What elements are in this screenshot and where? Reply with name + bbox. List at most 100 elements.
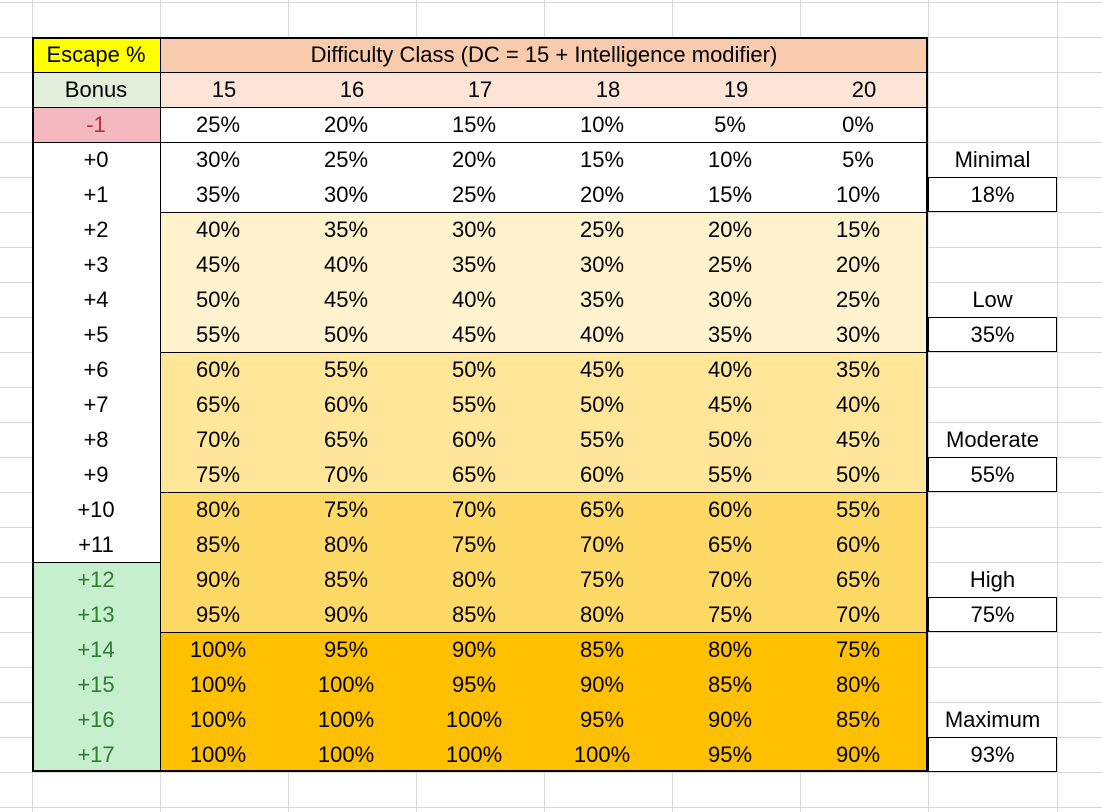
escape-percent-cell[interactable]: 45% [672, 387, 800, 422]
escape-percent-cell[interactable]: 95% [416, 667, 544, 702]
tier-value[interactable]: 75% [928, 597, 1057, 632]
escape-percent-cell[interactable]: 85% [672, 667, 800, 702]
escape-percent-cell[interactable]: 40% [288, 247, 416, 282]
escape-percent-cell[interactable]: 55% [288, 352, 416, 387]
escape-percent-cell[interactable]: 65% [160, 387, 288, 422]
escape-percent-cell[interactable]: 30% [800, 317, 928, 352]
escape-percent-cell[interactable]: 25% [800, 282, 928, 317]
escape-percent-cell[interactable]: 65% [288, 422, 416, 457]
escape-percent-cell[interactable]: 55% [416, 387, 544, 422]
escape-percent-cell[interactable]: 25% [544, 212, 672, 247]
escape-percent-cell[interactable]: 5% [800, 142, 928, 177]
escape-percent-cell[interactable]: 100% [416, 737, 544, 772]
escape-percent-label[interactable]: Escape % [32, 37, 160, 72]
escape-percent-cell[interactable]: 35% [672, 317, 800, 352]
escape-percent-cell[interactable]: 85% [544, 632, 672, 667]
dc-value-header[interactable]: 15 [160, 72, 288, 107]
escape-percent-cell[interactable]: 15% [544, 142, 672, 177]
escape-percent-cell[interactable]: 70% [416, 492, 544, 527]
escape-percent-cell[interactable]: 95% [288, 632, 416, 667]
escape-percent-cell[interactable]: 25% [672, 247, 800, 282]
escape-percent-cell[interactable]: 75% [544, 562, 672, 597]
escape-percent-cell[interactable]: 75% [288, 492, 416, 527]
escape-percent-cell[interactable]: 90% [160, 562, 288, 597]
escape-percent-cell[interactable]: 65% [416, 457, 544, 492]
escape-percent-cell[interactable]: 80% [672, 632, 800, 667]
escape-percent-cell[interactable]: 90% [416, 632, 544, 667]
bonus-cell[interactable]: +14 [32, 632, 160, 667]
escape-percent-cell[interactable]: 35% [416, 247, 544, 282]
escape-percent-cell[interactable]: 20% [672, 212, 800, 247]
escape-percent-cell[interactable]: 30% [160, 142, 288, 177]
escape-percent-cell[interactable]: 35% [288, 212, 416, 247]
escape-percent-cell[interactable]: 95% [160, 597, 288, 632]
escape-percent-cell[interactable]: 100% [160, 702, 288, 737]
bonus-cell[interactable]: +9 [32, 457, 160, 492]
escape-percent-cell[interactable]: 90% [288, 597, 416, 632]
escape-percent-cell[interactable]: 100% [160, 632, 288, 667]
escape-percent-cell[interactable]: 60% [416, 422, 544, 457]
escape-percent-cell[interactable]: 55% [544, 422, 672, 457]
dc-value-header[interactable]: 18 [544, 72, 672, 107]
escape-percent-cell[interactable]: 30% [288, 177, 416, 212]
bonus-cell[interactable]: +1 [32, 177, 160, 212]
escape-percent-cell[interactable]: 50% [416, 352, 544, 387]
escape-percent-cell[interactable]: 80% [416, 562, 544, 597]
escape-percent-cell[interactable]: 40% [672, 352, 800, 387]
escape-percent-cell[interactable]: 25% [288, 142, 416, 177]
escape-percent-cell[interactable]: 70% [672, 562, 800, 597]
tier-label[interactable]: High [969, 566, 1016, 592]
escape-percent-cell[interactable]: 40% [416, 282, 544, 317]
bonus-cell[interactable]: +10 [32, 492, 160, 527]
bonus-cell[interactable]: +12 [32, 562, 160, 597]
escape-percent-cell[interactable]: 15% [800, 212, 928, 247]
escape-percent-cell[interactable]: 45% [800, 422, 928, 457]
escape-percent-cell[interactable]: 70% [288, 457, 416, 492]
bonus-cell[interactable]: +5 [32, 317, 160, 352]
escape-percent-cell[interactable]: 75% [800, 632, 928, 667]
bonus-cell[interactable]: +4 [32, 282, 160, 317]
escape-percent-cell[interactable]: 100% [544, 737, 672, 772]
escape-percent-cell[interactable]: 90% [672, 702, 800, 737]
bonus-cell[interactable]: +2 [32, 212, 160, 247]
dc-header-title[interactable]: Difficulty Class (DC = 15 + Intelligence… [160, 37, 928, 72]
escape-percent-cell[interactable]: 60% [800, 527, 928, 562]
bonus-cell[interactable]: +8 [32, 422, 160, 457]
escape-percent-cell[interactable]: 30% [672, 282, 800, 317]
escape-percent-cell[interactable]: 0% [800, 107, 928, 142]
dc-value-header[interactable]: 17 [416, 72, 544, 107]
escape-percent-cell[interactable]: 20% [544, 177, 672, 212]
escape-percent-cell[interactable]: 60% [288, 387, 416, 422]
escape-percent-cell[interactable]: 80% [800, 667, 928, 702]
dc-value-header[interactable]: 20 [800, 72, 928, 107]
bonus-cell[interactable]: -1 [32, 107, 160, 142]
bonus-cell[interactable]: +11 [32, 527, 160, 562]
escape-percent-cell[interactable]: 75% [416, 527, 544, 562]
escape-percent-cell[interactable]: 5% [672, 107, 800, 142]
escape-percent-cell[interactable]: 10% [800, 177, 928, 212]
escape-percent-cell[interactable]: 40% [160, 212, 288, 247]
bonus-cell[interactable]: +7 [32, 387, 160, 422]
escape-percent-cell[interactable]: 90% [800, 737, 928, 772]
tier-label[interactable]: Low [972, 286, 1013, 312]
tier-value[interactable]: 18% [928, 177, 1057, 212]
bonus-cell[interactable]: +6 [32, 352, 160, 387]
escape-percent-cell[interactable]: 75% [672, 597, 800, 632]
escape-percent-cell[interactable]: 70% [800, 597, 928, 632]
escape-percent-cell[interactable]: 60% [544, 457, 672, 492]
escape-percent-cell[interactable]: 85% [416, 597, 544, 632]
escape-percent-cell[interactable]: 20% [416, 142, 544, 177]
escape-percent-cell[interactable]: 40% [544, 317, 672, 352]
escape-percent-cell[interactable]: 85% [288, 562, 416, 597]
escape-percent-cell[interactable]: 10% [672, 142, 800, 177]
escape-percent-cell[interactable]: 60% [672, 492, 800, 527]
escape-percent-cell[interactable]: 95% [544, 702, 672, 737]
tier-value[interactable]: 93% [928, 737, 1057, 772]
tier-value[interactable]: 55% [928, 457, 1057, 492]
escape-percent-cell[interactable]: 35% [800, 352, 928, 387]
escape-percent-cell[interactable]: 100% [416, 702, 544, 737]
escape-percent-cell[interactable]: 15% [416, 107, 544, 142]
escape-percent-cell[interactable]: 80% [160, 492, 288, 527]
escape-percent-cell[interactable]: 65% [800, 562, 928, 597]
escape-percent-cell[interactable]: 50% [544, 387, 672, 422]
